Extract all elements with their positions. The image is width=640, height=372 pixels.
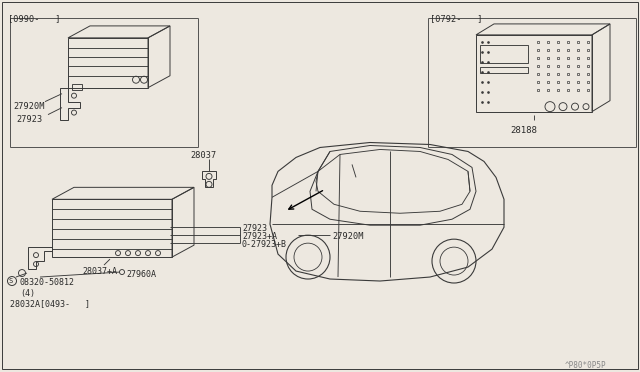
Text: 0-27923+B: 0-27923+B	[242, 240, 287, 249]
Text: 27923: 27923	[16, 115, 42, 124]
Text: S: S	[9, 278, 13, 284]
Text: 28037+A: 28037+A	[82, 267, 117, 276]
Text: 27923+A: 27923+A	[242, 232, 277, 241]
Text: [0990-   ]: [0990- ]	[8, 14, 61, 23]
Text: ^P80*0P5P: ^P80*0P5P	[565, 361, 607, 370]
Text: 08320-50812: 08320-50812	[20, 278, 75, 287]
Text: 28037: 28037	[190, 151, 216, 160]
Text: 27920M: 27920M	[13, 102, 45, 110]
Text: 28188: 28188	[510, 126, 537, 135]
Bar	[480, 67, 528, 73]
Text: 27923: 27923	[242, 224, 267, 233]
Text: 27960A: 27960A	[126, 270, 156, 279]
Bar	[72, 84, 82, 90]
Text: 27920M: 27920M	[332, 232, 364, 241]
Text: (4): (4)	[20, 289, 35, 298]
Bar	[480, 45, 528, 63]
Text: [0792-   ]: [0792- ]	[430, 14, 483, 23]
Text: 28032A[0493-   ]: 28032A[0493- ]	[10, 299, 90, 308]
